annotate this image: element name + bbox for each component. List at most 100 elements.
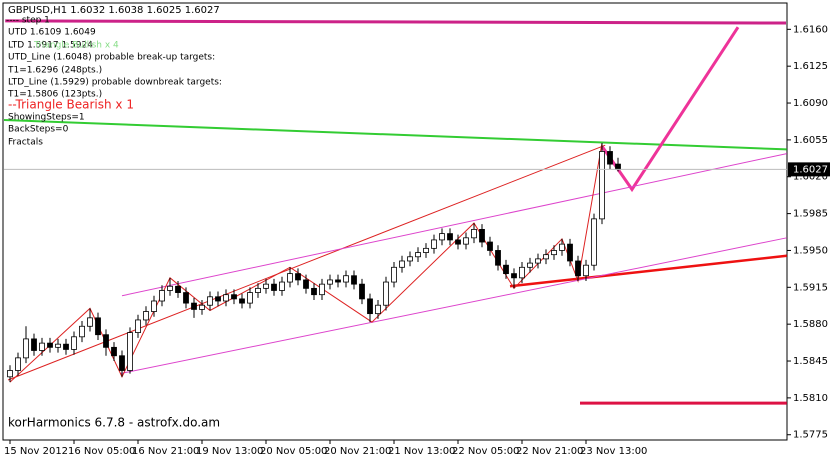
candle-body xyxy=(207,296,213,306)
candle-body xyxy=(343,275,349,283)
candle-body xyxy=(119,355,125,371)
candle-body xyxy=(391,266,397,283)
candle-body xyxy=(239,298,245,304)
annotation: ShowingSteps=1 xyxy=(8,113,85,123)
candle-body xyxy=(335,279,341,283)
y-tick-label: 1.6090 xyxy=(793,98,828,109)
candle-body xyxy=(287,273,293,283)
candle-body xyxy=(159,290,165,302)
candle-body xyxy=(295,273,301,281)
y-tick-label: 1.6160 xyxy=(793,24,828,35)
x-tick-label: 22 Nov 05:00 xyxy=(452,446,519,457)
y-tick-label: 1.5845 xyxy=(793,356,828,367)
annotation: UTD 1.6109 1.6049 xyxy=(8,28,96,38)
annotation: BackSteps=0 xyxy=(8,125,69,135)
candle-body xyxy=(311,287,317,296)
candle-body xyxy=(583,264,589,277)
candle-body xyxy=(551,250,557,256)
current-price-box xyxy=(788,162,830,177)
candle-body xyxy=(415,252,421,258)
annotation: ---- step 1 xyxy=(6,16,50,26)
candle-body xyxy=(375,304,381,315)
y-tick-label: 1.5775 xyxy=(793,430,828,441)
candle-body xyxy=(319,283,325,296)
y-tick-label: 1.5810 xyxy=(793,393,828,404)
candle-body xyxy=(567,243,573,262)
annotation: T1=1.6296 (248pts.) xyxy=(7,66,102,76)
candle-body xyxy=(151,300,157,312)
candle-body xyxy=(55,343,61,348)
y-tick-label: 1.5950 xyxy=(793,245,828,256)
plot-frame xyxy=(2,2,788,441)
candle-body xyxy=(439,233,445,241)
x-tick-label: 22 Nov 21:00 xyxy=(516,446,583,457)
x-tick-label: 19 Nov 13:00 xyxy=(196,446,263,457)
candle-body xyxy=(15,357,21,371)
y-tick-label: 1.6125 xyxy=(793,61,828,72)
candle-body xyxy=(543,254,549,260)
overlay-line xyxy=(509,254,787,288)
current-price-label: 1.6027 xyxy=(793,164,828,175)
candle-body xyxy=(519,266,525,279)
candle-body xyxy=(247,292,253,304)
candle-body xyxy=(607,151,613,165)
annotation: LTD 1.5917 1.5924 xyxy=(8,41,93,51)
annotation: LTD_Line (1.5929) probable downbreak tar… xyxy=(8,78,222,88)
footer: korHarmonics 6.7.8 - astrofx.do.am xyxy=(8,416,220,430)
y-tick-label: 1.5880 xyxy=(793,319,828,330)
x-tick-label: 23 Nov 13:00 xyxy=(580,446,647,457)
overlay-line xyxy=(4,119,787,151)
candle-body xyxy=(255,287,261,293)
candle-body xyxy=(23,338,29,359)
candle-body xyxy=(479,228,485,243)
candle-body xyxy=(463,237,469,245)
candle-body xyxy=(79,325,85,338)
candle-body xyxy=(7,370,13,378)
x-tick-label: 16 Nov 05:00 xyxy=(68,446,135,457)
candle-body xyxy=(495,250,501,266)
candle-body xyxy=(559,243,565,251)
annotation: Fractals xyxy=(8,138,43,148)
candle-body xyxy=(143,311,149,321)
candle-body xyxy=(351,275,357,285)
candle-body xyxy=(383,281,389,306)
x-tick-label: 20 Nov 05:00 xyxy=(260,446,327,457)
candle-body xyxy=(455,239,461,245)
chart-title: GBPUSD,H1 1.6032 1.6038 1.6025 1.6027 xyxy=(8,5,220,16)
candle-body xyxy=(591,218,597,266)
overlay-line xyxy=(119,237,787,375)
candle-body xyxy=(303,279,309,289)
candle-body xyxy=(407,256,413,262)
candle-body xyxy=(535,258,541,264)
annotation: --Triangle Bearish x 1 xyxy=(8,98,134,112)
overlay-line xyxy=(5,19,787,25)
candle-body xyxy=(199,304,205,310)
y-tick-label: 1.5985 xyxy=(793,209,828,220)
candle-body xyxy=(175,285,181,293)
candle-body xyxy=(471,228,477,239)
x-tick-label: 16 Nov 21:00 xyxy=(132,446,199,457)
candle-body xyxy=(39,342,45,351)
candle-body xyxy=(487,241,493,251)
annotation: UTD_Line (1.6048) probable break-up targ… xyxy=(8,53,215,63)
y-tick-label: 1.6020 xyxy=(793,172,828,183)
candle-body xyxy=(367,298,373,315)
candle-body xyxy=(215,296,221,302)
candle-body xyxy=(263,283,269,289)
x-tick-label: 21 Nov 13:00 xyxy=(388,446,455,457)
annotation: T1=1.5806 (123pts.) xyxy=(7,90,102,100)
candle-body xyxy=(271,283,277,291)
candle-body xyxy=(47,342,53,348)
candle-body xyxy=(87,317,93,327)
candle-body xyxy=(359,283,365,300)
candle-body xyxy=(423,247,429,253)
annotation: Triangle Bullish x 4 xyxy=(33,41,119,51)
candle-body xyxy=(127,332,133,371)
candle-body xyxy=(95,317,101,336)
candle-body xyxy=(279,281,285,291)
candle-body xyxy=(63,343,69,350)
candle-body xyxy=(527,262,533,268)
candle-body xyxy=(231,294,237,300)
